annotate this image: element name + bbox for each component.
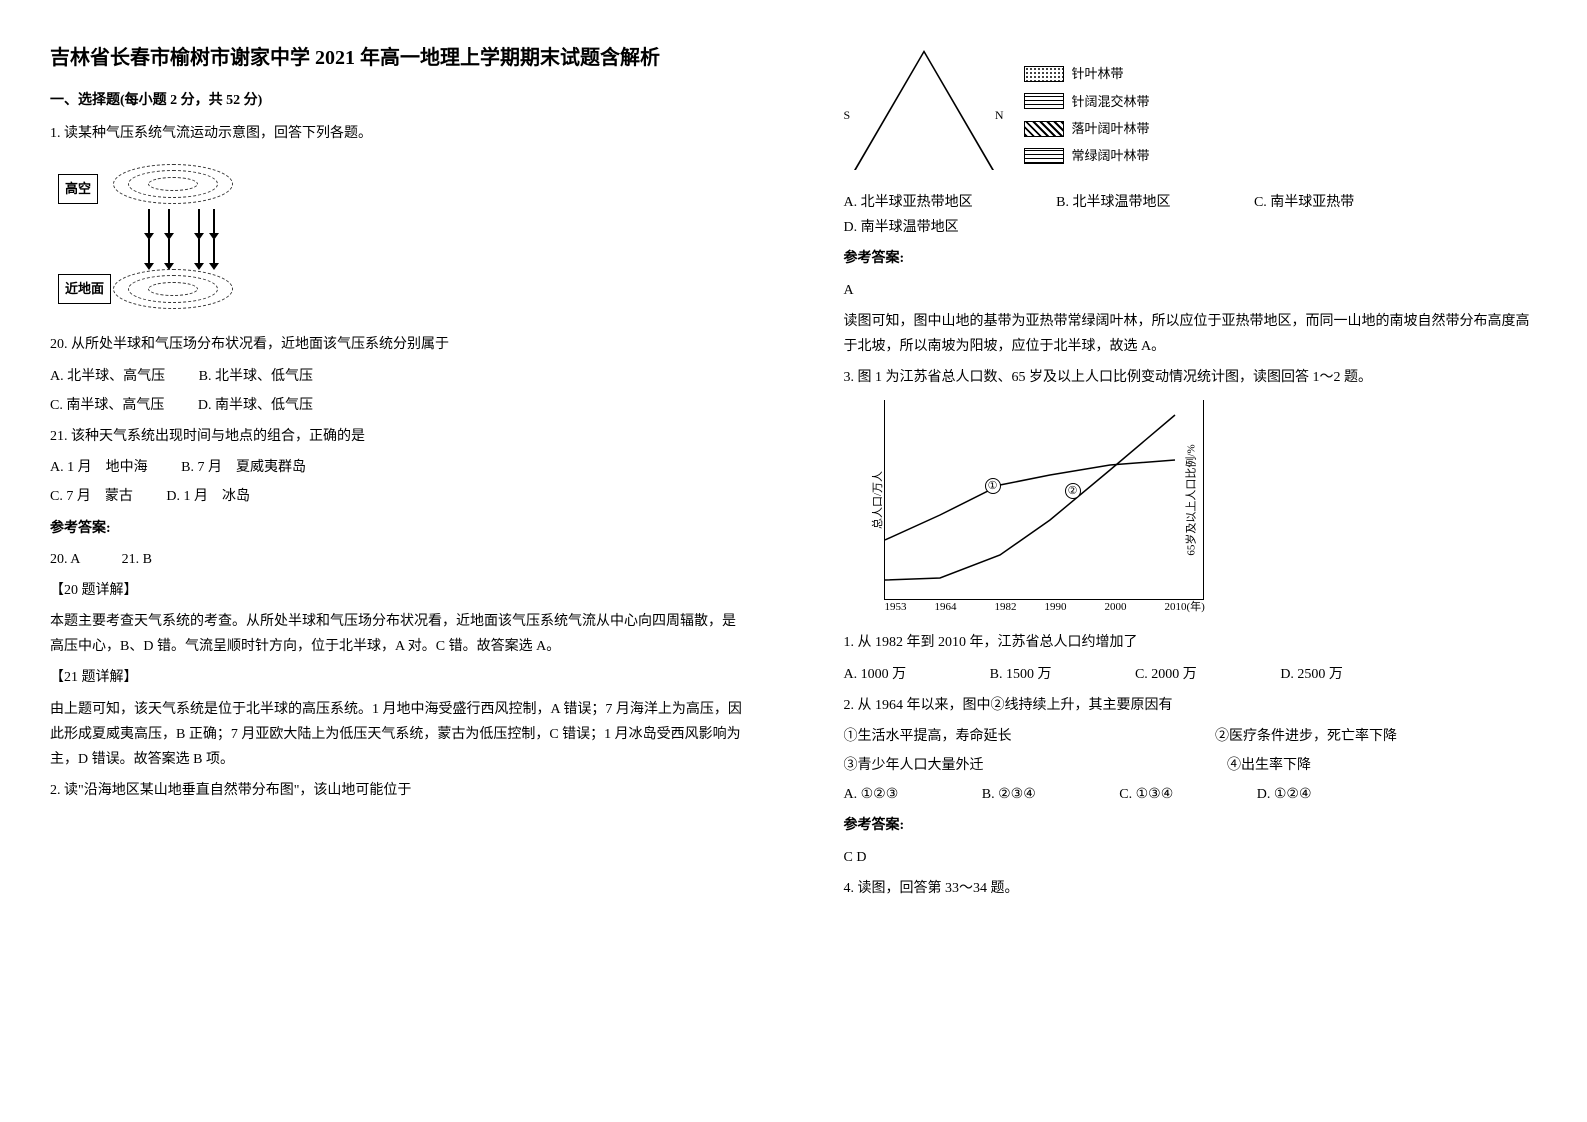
xtick-2: 1982: [995, 598, 1017, 618]
pyramid-diagram: S N 针叶林带 针阔混交林带 落叶阔叶林带 常绿阔叶林带: [844, 50, 1538, 180]
sq1-a: A. 1000 万: [844, 662, 907, 687]
legend-2: 针阔混交林带: [1072, 90, 1150, 113]
reason-2: ②医疗条件进步，死亡率下降: [1215, 724, 1397, 749]
ans-header-2: 参考答案:: [844, 246, 1538, 271]
ex21: 由上题可知，该天气系统是位于北半球的高压系统。1 月地中海受盛行西风控制，A 错…: [50, 697, 744, 773]
ex20: 本题主要考查天气系统的考查。从所处半球和气压场分布状况看，近地面该气压系统气流从…: [50, 609, 744, 659]
q21: 21. 该种天气系统出现时间与地点的组合，正确的是: [50, 424, 744, 449]
sq2-c: C. ①③④: [1119, 782, 1173, 807]
q2-opts: A. 北半球亚热带地区 B. 北半球温带地区 C. 南半球亚热带 D. 南半球温…: [844, 190, 1538, 240]
q20-opts-row1: A. 北半球、高气压 B. 北半球、低气压: [50, 364, 744, 389]
q1-intro: 1. 读某种气压系统气流运动示意图，回答下列各题。: [50, 121, 744, 146]
label-n: N: [995, 105, 1004, 127]
q2-opt-a: A. 北半球亚热带地区: [844, 190, 973, 215]
ans-2: A: [844, 278, 1538, 303]
legend-4: 常绿阔叶林带: [1072, 144, 1150, 167]
q2-opt-d: D. 南半球温带地区: [844, 215, 959, 240]
label-bottom: 近地面: [58, 274, 111, 303]
y-label-left: 总人口/万人: [869, 471, 889, 529]
xtick-5: 2010(年): [1165, 598, 1205, 618]
ans-1: 20. A 21. B: [50, 547, 744, 572]
q20-opt-a: A. 北半球、高气压: [50, 364, 165, 389]
y-label-right: 65岁及以上人口比例/%: [1183, 444, 1203, 555]
ans-header-1: 参考答案:: [50, 516, 744, 541]
sq2-d: D. ①②④: [1257, 782, 1312, 807]
q3-reasons-2: ③青少年人口大量外迁 ④出生率下降: [844, 753, 1538, 778]
q20-opt-b: B. 北半球、低气压: [199, 364, 313, 389]
q20: 20. 从所处半球和气压场分布状况看，近地面该气压系统分别属于: [50, 332, 744, 357]
swatch-4: [1024, 148, 1064, 164]
marker-1: ①: [985, 478, 1001, 494]
ex21-h: 【21 题详解】: [50, 665, 744, 690]
ans-3: C D: [844, 845, 1538, 870]
population-chart: ① ② 总人口/万人 65岁及以上人口比例/% 1953 1964 1982 1…: [884, 400, 1204, 600]
q2-opt-b: B. 北半球温带地区: [1056, 190, 1170, 215]
q20-opts-row2: C. 南半球、高气压 D. 南半球、低气压: [50, 393, 744, 418]
q3-sq1: 1. 从 1982 年到 2010 年，江苏省总人口约增加了: [844, 630, 1538, 655]
q21-opts-row1: A. 1 月 地中海 B. 7 月 夏威夷群岛: [50, 455, 744, 480]
q2-intro: 2. 读"沿海地区某山地垂直自然带分布图"，该山地可能位于: [50, 778, 744, 803]
reason-4: ④出生率下降: [1227, 753, 1311, 778]
pressure-diagram: 高空 近地面: [50, 156, 744, 322]
left-column: 吉林省长春市榆树市谢家中学 2021 年高一地理上学期期末试题含解析 一、选择题…: [0, 0, 794, 1122]
pyramid-legend: 针叶林带 针阔混交林带 落叶阔叶林带 常绿阔叶林带: [1024, 58, 1150, 172]
q21-opt-b: B. 7 月 夏威夷群岛: [181, 455, 306, 480]
q21-opt-c: C. 7 月 蒙古: [50, 484, 133, 509]
swatch-3: [1024, 121, 1064, 137]
q2-opt-c: C. 南半球亚热带: [1254, 190, 1354, 215]
ex20-h: 【20 题详解】: [50, 578, 744, 603]
section-header: 一、选择题(每小题 2 分，共 52 分): [50, 88, 744, 113]
sq2-a: A. ①②③: [844, 782, 899, 807]
sq1-d: D. 2500 万: [1280, 662, 1343, 687]
swatch-1: [1024, 66, 1064, 82]
q21-opt-d: D. 1 月 冰岛: [166, 484, 250, 509]
q3-sq2: 2. 从 1964 年以来，图中②线持续上升，其主要原因有: [844, 693, 1538, 718]
right-column: S N 针叶林带 针阔混交林带 落叶阔叶林带 常绿阔叶林带 A. 北半球亚热带地…: [794, 0, 1587, 1122]
xtick-1: 1964: [935, 598, 957, 618]
xtick-0: 1953: [885, 598, 907, 618]
sq2-b: B. ②③④: [982, 782, 1036, 807]
q3-reasons-1: ①生活水平提高，寿命延长 ②医疗条件进步，死亡率下降: [844, 724, 1538, 749]
marker-2: ②: [1065, 483, 1081, 499]
xtick-3: 1990: [1045, 598, 1067, 618]
legend-1: 针叶林带: [1072, 62, 1124, 85]
q21-opt-a: A. 1 月 地中海: [50, 455, 148, 480]
document-title: 吉林省长春市榆树市谢家中学 2021 年高一地理上学期期末试题含解析: [50, 40, 744, 76]
q3-sq2-opts: A. ①②③ B. ②③④ C. ①③④ D. ①②④: [844, 782, 1538, 807]
sq1-c: C. 2000 万: [1135, 662, 1197, 687]
xtick-4: 2000: [1105, 598, 1127, 618]
ex2: 读图可知，图中山地的基带为亚热带常绿阔叶林，所以应位于亚热带地区，而同一山地的南…: [844, 309, 1538, 359]
legend-3: 落叶阔叶林带: [1072, 117, 1150, 140]
q20-opt-d: D. 南半球、低气压: [198, 393, 313, 418]
q21-opts-row2: C. 7 月 蒙古 D. 1 月 冰岛: [50, 484, 744, 509]
label-top: 高空: [58, 174, 98, 203]
reason-3: ③青少年人口大量外迁: [844, 753, 984, 778]
reason-1: ①生活水平提高，寿命延长: [844, 724, 1012, 749]
q3-intro: 3. 图 1 为江苏省总人口数、65 岁及以上人口比例变动情况统计图，读图回答 …: [844, 365, 1538, 390]
q4: 4. 读图，回答第 33～34 题。: [844, 876, 1538, 901]
q20-opt-c: C. 南半球、高气压: [50, 393, 164, 418]
ans-header-3: 参考答案:: [844, 813, 1538, 838]
q3-sq1-opts: A. 1000 万 B. 1500 万 C. 2000 万 D. 2500 万: [844, 662, 1538, 687]
sq1-b: B. 1500 万: [990, 662, 1052, 687]
label-s: S: [844, 105, 851, 127]
swatch-2: [1024, 93, 1064, 109]
